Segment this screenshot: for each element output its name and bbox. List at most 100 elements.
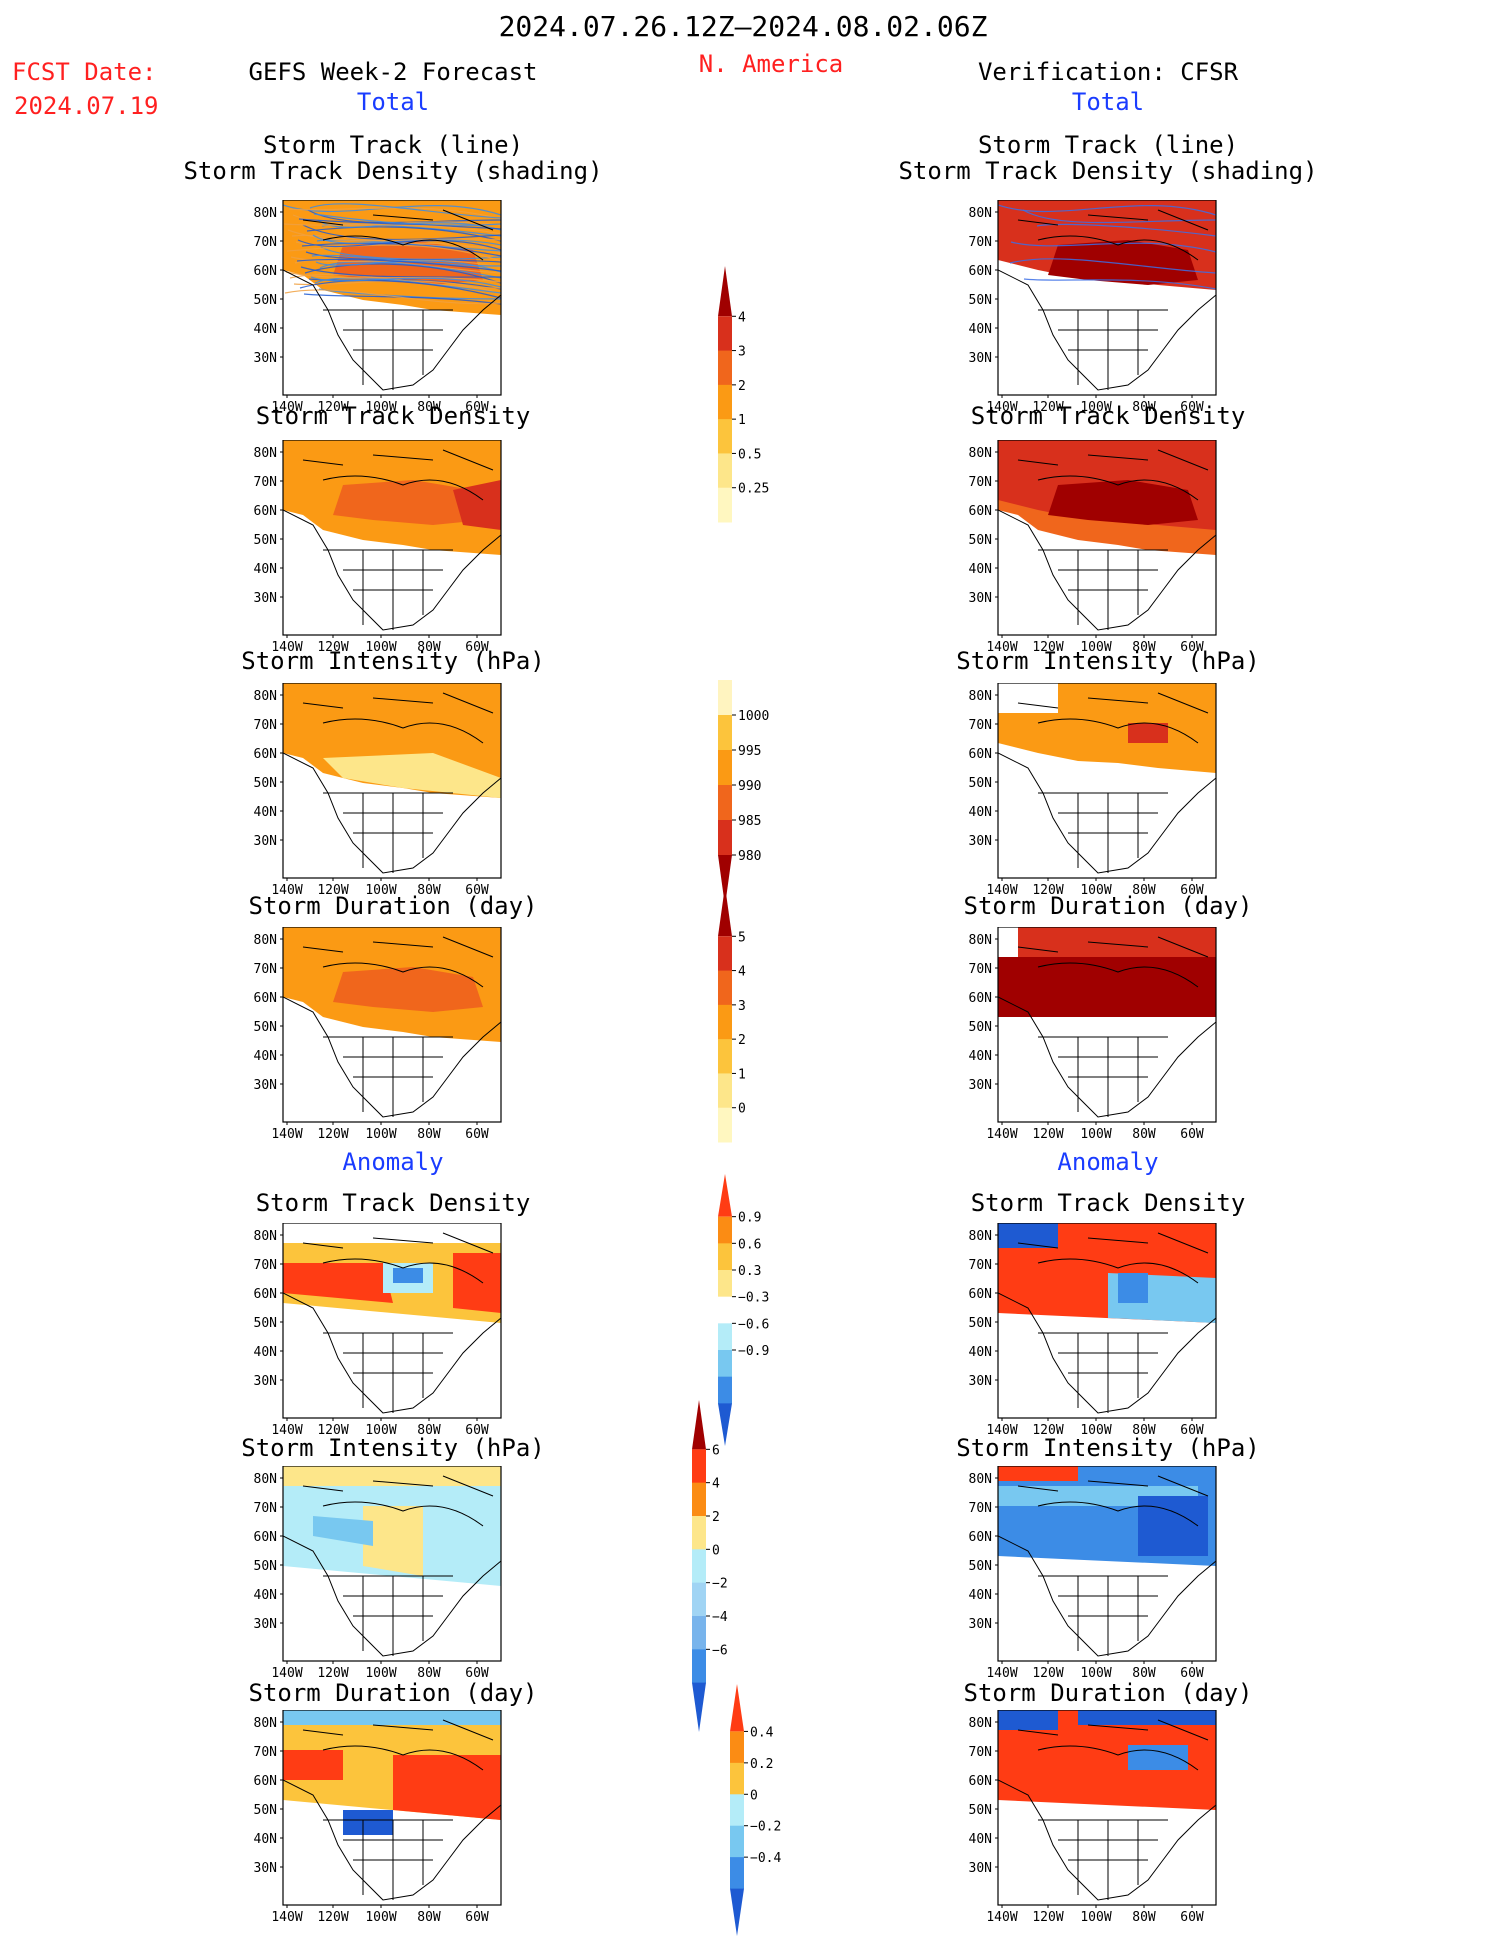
lon-tick-label: 60W [1180, 1910, 1204, 1925]
lat-tick-label: 60N [969, 1774, 992, 1789]
coastline-outline [998, 1475, 1216, 1657]
colorbar-segment [730, 1825, 744, 1858]
lon-tick-label: 100W [1080, 883, 1111, 898]
map-frame [997, 1466, 1217, 1662]
colorbar-label: −2 [712, 1577, 728, 1592]
shading-region [333, 480, 483, 525]
lat-tick-label: 70N [254, 1258, 277, 1273]
lon-tick-label: 100W [1080, 640, 1111, 655]
lon-tick-label: 120W [1032, 640, 1063, 655]
shading-region [393, 1755, 501, 1820]
lon-tick-label: 120W [1032, 883, 1063, 898]
lat-tick-label: 60N [254, 1287, 277, 1302]
colorbar-segment [718, 820, 732, 856]
map-frame [282, 440, 502, 636]
lon-tick-label: 80W [417, 1910, 441, 1925]
colorbar-label: 0.6 [738, 1237, 761, 1252]
lat-tick-label: 80N [969, 1472, 992, 1487]
lat-tick-label: 30N [969, 1861, 992, 1876]
coastline-outline [283, 1232, 501, 1414]
colorbar-label: 1000 [738, 709, 769, 724]
colorbar-label: 0 [738, 1102, 746, 1117]
map-frame [997, 1710, 1217, 1906]
colorbar-label: 0.4 [750, 1725, 774, 1740]
colorbar-label: 3 [738, 345, 746, 360]
map-frame [997, 200, 1217, 396]
lon-tick-label: 100W [365, 1666, 396, 1681]
storm-track-line [320, 246, 501, 260]
right-map-4: 80N 70N 60N 50N 40N 30N 140W 120W 100W 80W 60W [969, 927, 1217, 1142]
lon-tick-label: 60W [465, 883, 489, 898]
lat-tick-label: 70N [254, 718, 277, 733]
left-panel-6-title: Storm Intensity (hPa) [241, 1434, 545, 1462]
lat-tick-label: 30N [254, 1078, 277, 1093]
lat-tick-label: 60N [969, 991, 992, 1006]
lon-tick-label: 120W [317, 640, 348, 655]
lat-tick-label: 50N [969, 1559, 992, 1574]
lon-tick-label: 60W [1180, 640, 1204, 655]
shading-region [453, 1253, 501, 1313]
lat-tick-label: 50N [969, 293, 992, 308]
lon-tick-label: 140W [986, 1666, 1017, 1681]
colorbar-segment [692, 1482, 706, 1517]
shading-region [1018, 927, 1216, 957]
shading-region [453, 480, 501, 530]
lon-tick-label: 140W [271, 1666, 302, 1681]
storm-track-line [1036, 223, 1216, 237]
density-colorbar: 4 3 2 1 0.5 0.25 [718, 266, 769, 523]
colorbar-segment [692, 1649, 706, 1684]
lon-tick-label: 140W [986, 640, 1017, 655]
left-map-7: 80N 70N 60N 50N 40N 30N 140W 120W 100W 80W 60W [254, 1710, 502, 1925]
colorbar-label: 0.5 [738, 447, 761, 462]
lon-tick-label: 100W [1080, 400, 1111, 415]
lat-tick-label: 30N [969, 1078, 992, 1093]
lon-tick-label: 120W [1032, 1666, 1063, 1681]
storm-track-line [998, 204, 1216, 216]
lat-tick-label: 70N [254, 235, 277, 250]
left-map-1: 80N 70N 60N 50N 40N 30N 140W 120W 100W 80W 60W [254, 200, 502, 415]
lat-tick-label: 50N [969, 1316, 992, 1331]
storm-track-line [1022, 209, 1216, 224]
lon-tick-label: 120W [1032, 400, 1063, 415]
lon-tick-label: 60W [1180, 883, 1204, 898]
lon-tick-label: 100W [365, 1423, 396, 1438]
lat-tick-label: 80N [254, 689, 277, 704]
lat-tick-label: 50N [254, 533, 277, 548]
colorbar-segment [692, 1400, 706, 1450]
lat-tick-label: 60N [254, 1530, 277, 1545]
lat-tick-label: 30N [254, 834, 277, 849]
lat-tick-label: 80N [969, 689, 992, 704]
storm-track-line [289, 273, 501, 289]
left-panel-5-title: Storm Track Density [255, 1189, 531, 1217]
anomaly-label-right: Anomaly [1057, 1148, 1159, 1176]
shading-region [998, 1223, 1058, 1248]
lat-tick-label: 50N [969, 776, 992, 791]
storm-track-line [288, 207, 501, 220]
colorbar-label: 2 [738, 379, 746, 394]
colorbar-label: −0.2 [750, 1820, 781, 1835]
lat-tick-label: 60N [969, 1287, 992, 1302]
lat-tick-label: 70N [254, 475, 277, 490]
lat-tick-label: 70N [969, 962, 992, 977]
lat-tick-label: 40N [969, 1832, 992, 1847]
lat-tick-label: 40N [254, 1588, 277, 1603]
shading-region [1078, 1710, 1216, 1725]
shading-region [998, 1466, 1078, 1481]
lon-tick-label: 100W [365, 640, 396, 655]
lon-tick-label: 140W [271, 883, 302, 898]
lat-tick-label: 60N [254, 504, 277, 519]
lon-tick-label: 120W [317, 1666, 348, 1681]
lon-tick-label: 60W [1180, 1127, 1204, 1142]
lon-tick-label: 140W [271, 1423, 302, 1438]
storm-track-line [291, 234, 501, 248]
colorbar-segment [718, 350, 732, 386]
lon-tick-label: 60W [1180, 400, 1204, 415]
lon-tick-label: 100W [365, 1910, 396, 1925]
colorbar-segment [718, 1216, 732, 1244]
storm-track-line [303, 293, 501, 305]
lon-tick-label: 80W [1132, 640, 1156, 655]
lon-tick-label: 140W [986, 400, 1017, 415]
storm-track-line [1009, 258, 1216, 274]
lon-tick-label: 100W [365, 883, 396, 898]
lat-tick-label: 80N [254, 206, 277, 221]
